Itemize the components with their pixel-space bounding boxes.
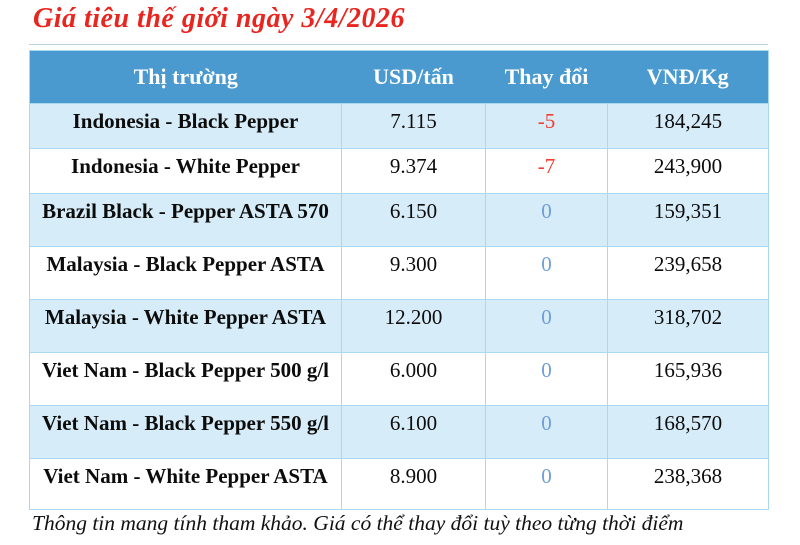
change-cell: -7 xyxy=(485,148,608,194)
disclaimer-note: Thông tin mang tính tham khảo. Giá có th… xyxy=(32,511,684,535)
table-row: Viet Nam - White Pepper ASTA 8.900 0 238… xyxy=(29,458,769,510)
change-cell: 0 xyxy=(485,246,608,300)
title-underline xyxy=(29,44,768,45)
usd-cell: 9.374 xyxy=(341,148,486,194)
usd-cell: 9.300 xyxy=(341,246,486,300)
market-cell: Malaysia - Black Pepper ASTA xyxy=(29,246,342,300)
usd-cell: 6.000 xyxy=(341,352,486,406)
market-cell: Malaysia - White Pepper ASTA xyxy=(29,299,342,353)
market-cell: Viet Nam - White Pepper ASTA xyxy=(29,458,342,510)
vnd-cell: 165,936 xyxy=(607,352,769,406)
column-header-market: Thị trường xyxy=(29,50,342,104)
market-cell: Brazil Black - Pepper ASTA 570 xyxy=(29,193,342,247)
usd-cell: 8.900 xyxy=(341,458,486,510)
vnd-cell: 238,368 xyxy=(607,458,769,510)
column-header-usd: USD/tấn xyxy=(341,50,486,104)
usd-cell: 6.150 xyxy=(341,193,486,247)
change-cell: -5 xyxy=(485,103,608,149)
market-cell: Viet Nam - Black Pepper 500 g/l xyxy=(29,352,342,406)
vnd-cell: 239,658 xyxy=(607,246,769,300)
table-header-row: Thị trường USD/tấn Thay đổi VNĐ/Kg xyxy=(29,50,769,104)
market-cell: Indonesia - White Pepper xyxy=(29,148,342,194)
change-cell: 0 xyxy=(485,405,608,459)
change-cell: 0 xyxy=(485,458,608,510)
usd-cell: 12.200 xyxy=(341,299,486,353)
vnd-cell: 243,900 xyxy=(607,148,769,194)
vnd-cell: 184,245 xyxy=(607,103,769,149)
table-row: Malaysia - Black Pepper ASTA 9.300 0 239… xyxy=(29,246,769,300)
column-header-vnd: VNĐ/Kg xyxy=(607,50,769,104)
table-row: Malaysia - White Pepper ASTA 12.200 0 31… xyxy=(29,299,769,353)
vnd-cell: 168,570 xyxy=(607,405,769,459)
table-row: Brazil Black - Pepper ASTA 570 6.150 0 1… xyxy=(29,193,769,247)
market-cell: Viet Nam - Black Pepper 550 g/l xyxy=(29,405,342,459)
table-row: Indonesia - Black Pepper 7.115 -5 184,24… xyxy=(29,103,769,149)
column-header-change: Thay đổi xyxy=(485,50,608,104)
market-cell: Indonesia - Black Pepper xyxy=(29,103,342,149)
change-cell: 0 xyxy=(485,193,608,247)
change-cell: 0 xyxy=(485,299,608,353)
usd-cell: 7.115 xyxy=(341,103,486,149)
page-title: Giá tiêu thế giới ngày 3/4/2026 xyxy=(33,3,405,34)
table-row: Viet Nam - Black Pepper 550 g/l 6.100 0 … xyxy=(29,405,769,459)
usd-cell: 6.100 xyxy=(341,405,486,459)
table-row: Indonesia - White Pepper 9.374 -7 243,90… xyxy=(29,148,769,194)
vnd-cell: 159,351 xyxy=(607,193,769,247)
vnd-cell: 318,702 xyxy=(607,299,769,353)
table-row: Viet Nam - Black Pepper 500 g/l 6.000 0 … xyxy=(29,352,769,406)
pepper-price-table: Thị trường USD/tấn Thay đổi VNĐ/Kg Indon… xyxy=(29,50,769,510)
change-cell: 0 xyxy=(485,352,608,406)
